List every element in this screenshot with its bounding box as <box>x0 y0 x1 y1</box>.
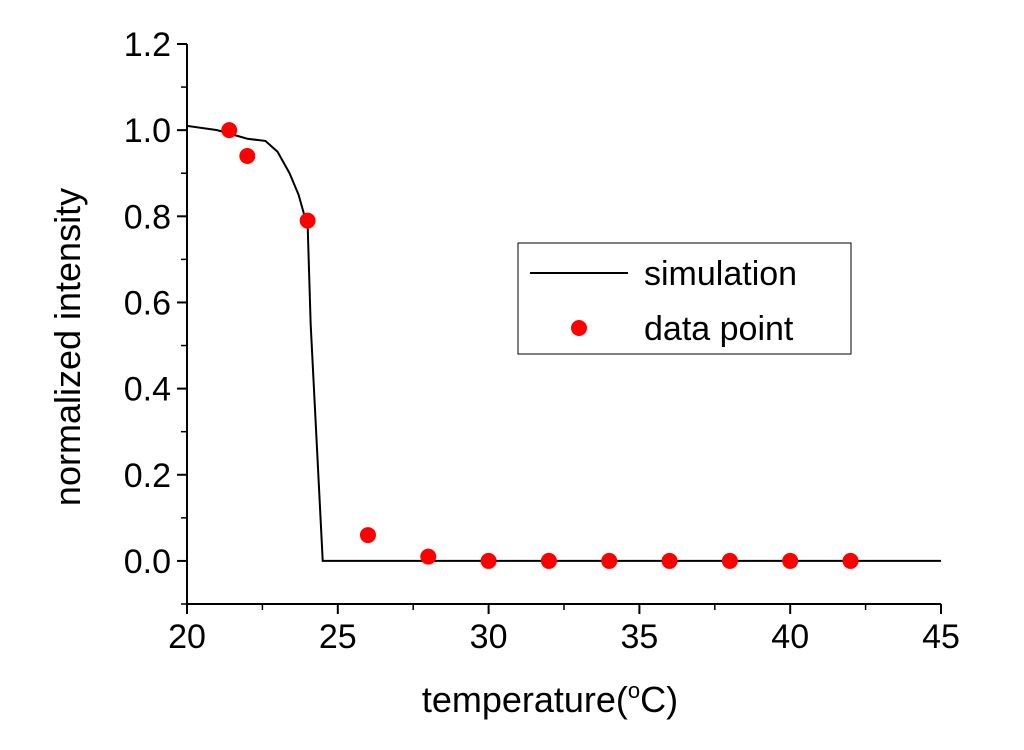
y-tick-label: 0.6 <box>124 284 171 322</box>
legend-marker-data-point <box>571 320 587 336</box>
data-point <box>601 552 618 569</box>
data-point <box>239 148 256 164</box>
x-tick-label: 20 <box>168 618 206 656</box>
y-tick-label: 1.0 <box>124 112 171 150</box>
data-point <box>661 552 678 569</box>
data-point <box>842 552 859 569</box>
x-tick-label: 40 <box>771 618 809 656</box>
data-point <box>721 552 738 569</box>
y-tick-label: 0.8 <box>124 198 171 236</box>
axes <box>177 43 942 614</box>
y-tick-label: 0.4 <box>124 371 171 409</box>
x-axis-title: temperature(oC) <box>422 678 678 720</box>
plot-area <box>186 122 941 569</box>
data-point <box>420 548 437 565</box>
legend-label-data-point: data point <box>644 310 794 348</box>
series-line-simulation <box>186 124 941 562</box>
data-point <box>782 552 799 569</box>
data-point <box>540 552 557 569</box>
y-tick-label: 1.2 <box>124 26 171 64</box>
data-point <box>299 212 316 229</box>
legend: simulation data point <box>517 242 852 355</box>
y-tick-label: 0.2 <box>124 457 171 495</box>
legend-label-simulation: simulation <box>644 255 797 293</box>
y-tick-label: 0.0 <box>124 543 171 581</box>
x-tick-label: 45 <box>922 618 960 656</box>
x-tick-label: 30 <box>470 618 508 656</box>
tick-labels: 20 25 30 35 40 45 0.0 0.2 0.4 0.6 0.8 1.0 1.2 <box>124 26 960 656</box>
y-axis-title: normalized intensity <box>47 188 88 506</box>
x-axis-title-main: temperature( <box>422 679 628 720</box>
data-point <box>359 527 376 544</box>
x-tick-label: 35 <box>620 618 658 656</box>
legend-box <box>517 242 852 355</box>
x-tick-label: 25 <box>319 618 357 656</box>
x-axis-title-degree: o <box>628 678 640 703</box>
x-axis-title-unit: C) <box>640 679 678 720</box>
data-point <box>480 552 497 569</box>
data-point <box>221 122 238 139</box>
